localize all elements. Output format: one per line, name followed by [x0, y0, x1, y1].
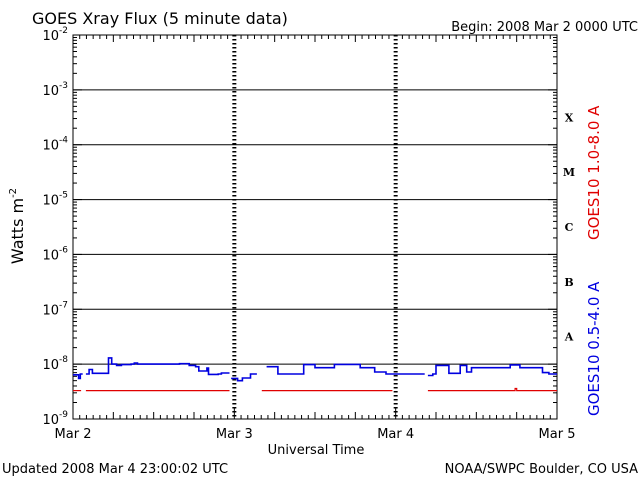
- y-tick-base: 10: [42, 194, 59, 209]
- y-tick-base: 10: [42, 29, 59, 44]
- flare-class-label: B: [564, 276, 573, 289]
- y-tick-label: 10-6: [42, 245, 68, 263]
- x-tick-label: Mar 5: [539, 427, 576, 442]
- y-tick-label: 10-9: [42, 410, 68, 428]
- horizontal-gridlines: [73, 89, 557, 365]
- y-tick-label: 10-5: [42, 191, 68, 209]
- credit-label: NOAA/SWPC Boulder, CO USA: [445, 462, 638, 477]
- series-short-channel-line: [266, 363, 425, 375]
- y-tick-label: 10-4: [42, 136, 68, 154]
- series-short-channel-line: [427, 364, 557, 377]
- flare-class-label: C: [565, 221, 574, 234]
- y-tick-exponent: -2: [59, 26, 68, 36]
- y-tick-exponent: -9: [59, 410, 68, 420]
- x-tick-label: Mar 3: [216, 427, 253, 442]
- x-axis-ticks: Mar 2 Mar 3 Mar 4 Mar 5: [55, 35, 576, 442]
- y-axis-label-base: Watts m: [8, 198, 27, 264]
- y-tick-exponent: -6: [59, 245, 68, 255]
- y-tick-base: 10: [42, 139, 59, 154]
- legend-long-channel: GOES10 1.0-8.0 A: [585, 105, 603, 240]
- series-short-channel-line: [85, 357, 230, 376]
- y-tick-exponent: -5: [59, 191, 68, 201]
- plot-frame: [72, 34, 558, 420]
- series-long-channel-line: [427, 387, 557, 392]
- y-axis-ticks: 10-210-310-410-510-610-710-810-9: [42, 26, 557, 428]
- series-short-channel-line: [73, 373, 83, 380]
- flare-class-label: M: [563, 166, 575, 179]
- x-tick-label: Mar 2: [55, 427, 92, 442]
- y-axis-label: Watts m-2: [8, 188, 27, 264]
- x-tick-label: Mar 4: [377, 427, 414, 442]
- flare-class-label: X: [565, 111, 574, 124]
- y-tick-label: 10-7: [42, 300, 68, 318]
- y-tick-exponent: -8: [59, 355, 68, 365]
- y-tick-exponent: -4: [59, 136, 68, 146]
- day-dividers: [232, 35, 398, 419]
- data-series: [73, 357, 557, 392]
- series-short-channel-line: [231, 373, 257, 382]
- y-tick-label: 10-3: [42, 81, 68, 99]
- flare-class-labels: X M C B A: [563, 111, 575, 343]
- y-tick-label: 10-8: [42, 355, 68, 373]
- flare-class-label: A: [564, 331, 574, 344]
- chart-title: GOES Xray Flux (5 minute data): [32, 9, 288, 28]
- y-axis-label-exponent: -2: [8, 188, 19, 198]
- y-tick-exponent: -3: [59, 81, 68, 91]
- y-tick-label: 10-2: [42, 26, 68, 44]
- y-tick-base: 10: [42, 303, 59, 318]
- x-axis-label: Universal Time: [268, 443, 365, 458]
- legend-short-channel: GOES10 0.5-4.0 A: [585, 281, 603, 416]
- begin-label: Begin: 2008 Mar 2 0000 UTC: [451, 20, 638, 35]
- y-tick-base: 10: [42, 248, 59, 263]
- y-tick-base: 10: [42, 84, 59, 99]
- y-tick-base: 10: [42, 413, 59, 428]
- updated-timestamp: Updated 2008 Mar 4 23:00:02 UTC: [2, 462, 228, 477]
- y-tick-exponent: -7: [59, 300, 68, 310]
- y-tick-base: 10: [42, 358, 59, 373]
